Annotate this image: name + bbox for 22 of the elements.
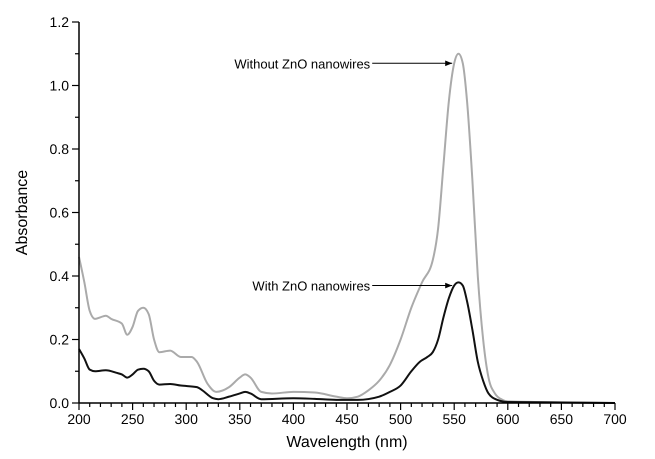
- y-tick-label: 0.2: [50, 332, 70, 348]
- x-tick-label: 600: [496, 411, 520, 427]
- y-tick-label: 0.8: [50, 141, 70, 157]
- y-tick-label: 1.2: [50, 14, 70, 30]
- y-tick-label: 1.0: [50, 78, 70, 94]
- y-axis-title: Absorbance: [14, 170, 31, 256]
- x-tick-label: 250: [120, 411, 144, 427]
- x-tick-label: 550: [442, 411, 466, 427]
- x-tick-label: 650: [550, 411, 574, 427]
- y-tick-label: 0.4: [50, 268, 70, 284]
- y-tick-label: 0.6: [50, 204, 70, 220]
- x-tick-label: 350: [228, 411, 252, 427]
- x-tick-label: 450: [335, 411, 359, 427]
- annotation: Without ZnO nanowires: [234, 56, 371, 72]
- x-tick-label: 200: [67, 411, 91, 427]
- annotation: With ZnO nanowires: [252, 278, 371, 294]
- x-tick-label: 400: [282, 411, 306, 427]
- x-tick-label: 700: [603, 411, 627, 427]
- x-tick-label: 500: [388, 411, 412, 427]
- x-tick-label: 300: [174, 411, 198, 427]
- x-axis-title: Wavelength (nm): [286, 434, 408, 451]
- y-tick-label: 0.0: [50, 395, 70, 411]
